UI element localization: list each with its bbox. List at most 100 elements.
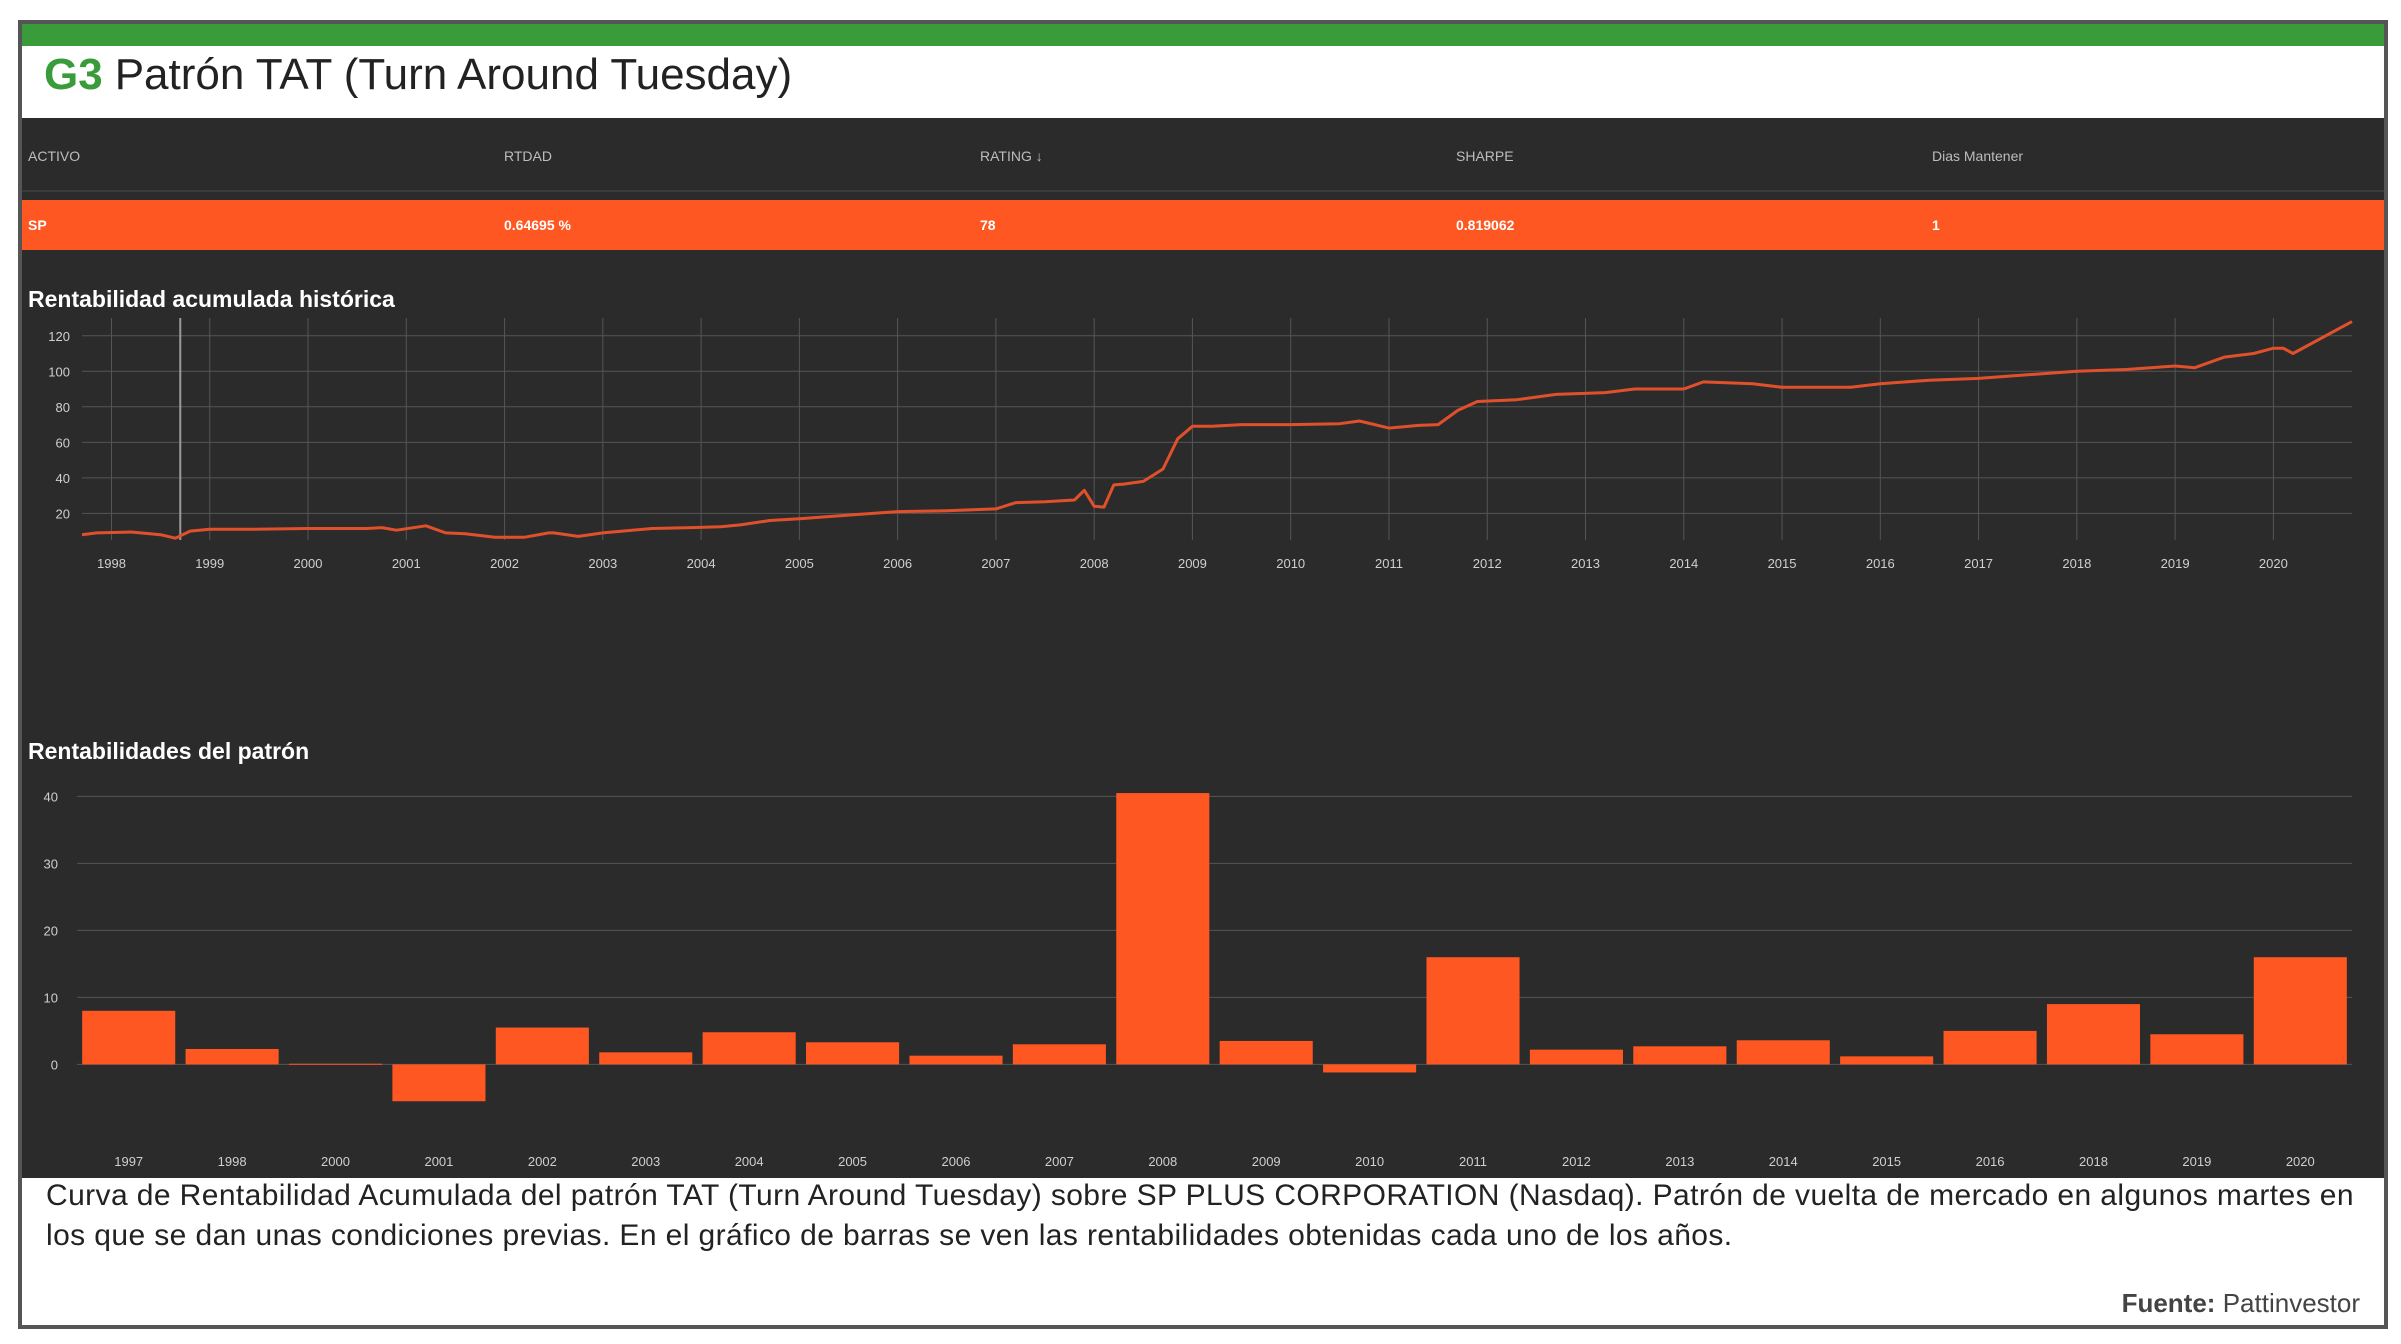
y-tick-label: 40	[44, 789, 58, 804]
bar	[2253, 957, 2347, 1065]
figure-caption: Curva de Rentabilidad Acumulada del patr…	[46, 1179, 2354, 1252]
bar	[1840, 1056, 1934, 1065]
y-tick-label: 100	[48, 364, 70, 379]
bar	[1219, 1040, 1313, 1065]
y-tick-label: 10	[44, 990, 58, 1005]
x-tick-label: 2018	[2062, 556, 2091, 571]
bar	[1633, 1046, 1727, 1065]
figure-frame: G3 Patrón TAT (Turn Around Tuesday) ACTIV…	[18, 20, 2388, 1329]
yearly-returns-bar-chart: 0 10 20 30 40 1997 1998 2000 2001 2002 2003 2004 200…	[44, 789, 2352, 1169]
x-tick-label: 2003	[588, 556, 617, 571]
x-tick-label: 2002	[490, 556, 519, 571]
x-tick-label: 2006	[942, 1154, 971, 1169]
x-tick-label: 2005	[785, 556, 814, 571]
cell-rtdad: 0.64695 %	[504, 217, 571, 233]
x-tick-label: 2008	[1080, 556, 1109, 571]
y-tick-label: 120	[48, 329, 70, 344]
column-header-rating-label: RATING	[980, 148, 1032, 164]
y-tick-label: 80	[56, 400, 70, 415]
x-tick-label: 2007	[1045, 1154, 1074, 1169]
dashboard-panel: ACTIVO RTDAD RATING ↓ SHARPE Dias Manten…	[22, 118, 2384, 1178]
x-tick-label: 2004	[735, 1154, 764, 1169]
x-tick-label: 2004	[687, 556, 716, 571]
bar	[909, 1055, 1003, 1065]
source-value: Pattinvestor	[2222, 1288, 2360, 1318]
cell-rating: 78	[980, 217, 996, 233]
series-line	[81, 320, 2353, 540]
bar	[806, 1042, 900, 1065]
bar	[1426, 957, 1520, 1065]
column-header-activo[interactable]: ACTIVO	[28, 148, 81, 164]
bar	[1943, 1030, 2037, 1065]
bar	[392, 1064, 486, 1102]
line-chart-title: Rentabilidad acumulada histórica	[28, 286, 395, 312]
figure-code: G3	[44, 50, 103, 99]
y-tick-label: 30	[44, 856, 58, 871]
x-tick-label: 2002	[528, 1154, 557, 1169]
y-tick-label: 60	[56, 435, 70, 450]
x-tick-label: 2010	[1276, 556, 1305, 571]
column-header-rating[interactable]: RATING ↓	[980, 148, 1043, 164]
cell-dias-mantener: 1	[1932, 217, 1940, 233]
x-tick-label: 2006	[883, 556, 912, 571]
x-tick-label: 2018	[2079, 1154, 2108, 1169]
x-tick-label: 2015	[1768, 556, 1797, 571]
x-tick-label: 2001	[424, 1154, 453, 1169]
sort-arrow-icon: ↓	[1035, 148, 1043, 164]
x-tick-label: 1998	[218, 1154, 247, 1169]
bar-chart-title: Rentabilidades del patrón	[28, 738, 310, 764]
source-label: Fuente:	[2121, 1288, 2216, 1318]
x-tick-label: 2011	[1375, 556, 1403, 571]
column-header-sharpe[interactable]: SHARPE	[1456, 148, 1514, 164]
bar	[1116, 793, 1210, 1065]
x-tick-label: 2015	[1872, 1154, 1901, 1169]
x-tick-label: 2005	[838, 1154, 867, 1169]
x-tick-label: 2008	[1148, 1154, 1177, 1169]
bar	[599, 1052, 693, 1065]
bar	[82, 1010, 176, 1065]
y-tick-label: 40	[56, 471, 70, 486]
cell-sharpe: 0.819062	[1456, 217, 1515, 233]
x-tick-label: 2014	[1769, 1154, 1798, 1169]
column-header-rtdad[interactable]: RTDAD	[504, 148, 552, 164]
bar	[288, 1063, 383, 1065]
bar	[1323, 1064, 1417, 1073]
x-tick-label: 1998	[97, 556, 126, 571]
figure-source: Fuente: Pattinvestor	[2122, 1288, 2360, 1319]
x-tick-label: 2020	[2286, 1154, 2315, 1169]
bar	[1736, 1040, 1830, 1065]
x-tick-label: 2011	[1459, 1154, 1487, 1169]
x-tick-label: 2020	[2259, 556, 2288, 571]
bar	[1529, 1049, 1623, 1065]
x-tick-label: 2000	[294, 556, 323, 571]
table-header-divider	[22, 190, 2384, 192]
x-tick-label: 2001	[392, 556, 421, 571]
x-tick-label: 1997	[114, 1154, 143, 1169]
x-tick-label: 1999	[195, 556, 224, 571]
x-tick-label: 2019	[2182, 1154, 2211, 1169]
figure-title-text: Patrón TAT (Turn Around Tuesday)	[114, 50, 793, 99]
x-tick-label: 2016	[1866, 556, 1895, 571]
x-tick-label: 2017	[1964, 556, 1993, 571]
x-tick-label: 2019	[2161, 556, 2190, 571]
bar	[1012, 1044, 1106, 1065]
x-tick-label: 2014	[1669, 556, 1698, 571]
y-tick-label: 0	[51, 1057, 58, 1072]
x-tick-label: 2012	[1562, 1154, 1591, 1169]
cell-activo: SP	[28, 217, 47, 233]
x-tick-label: 2010	[1355, 1154, 1384, 1169]
x-tick-label: 2013	[1665, 1154, 1694, 1169]
x-tick-label: 2009	[1178, 556, 1207, 571]
x-tick-label: 2012	[1473, 556, 1502, 571]
figure-title: G3 Patrón TAT (Turn Around Tuesday)	[44, 50, 792, 100]
x-tick-label: 2013	[1571, 556, 1600, 571]
x-tick-label: 2000	[321, 1154, 350, 1169]
column-header-dias-mantener[interactable]: Dias Mantener	[1932, 148, 2024, 164]
x-tick-label: 2009	[1252, 1154, 1281, 1169]
cumulative-return-line-chart: 20 40 60 80 100 120 1998 1999 2000 2001 2002 2003 20…	[48, 318, 2353, 571]
y-tick-label: 20	[44, 923, 58, 938]
table-row[interactable]: SP 0.64695 % 78 0.819062 1	[22, 200, 2384, 250]
x-tick-label: 2003	[631, 1154, 660, 1169]
x-tick-label: 2016	[1976, 1154, 2005, 1169]
bar	[185, 1048, 279, 1065]
